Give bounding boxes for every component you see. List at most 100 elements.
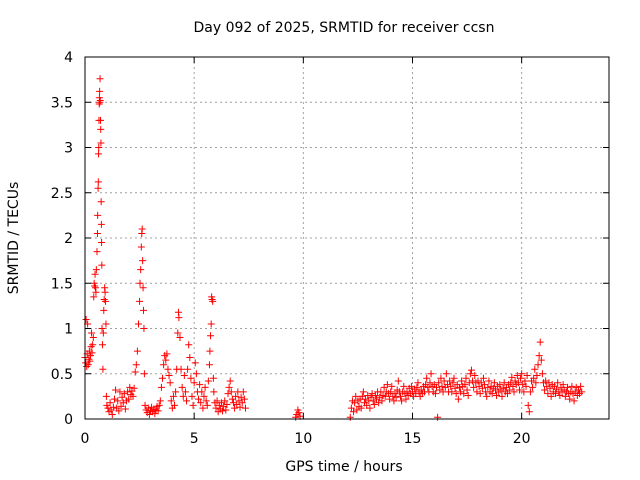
data-point	[476, 390, 484, 398]
data-point	[488, 390, 496, 398]
data-point	[364, 391, 372, 399]
data-point	[391, 390, 399, 398]
data-point	[119, 399, 127, 407]
data-point	[136, 279, 144, 287]
data-point	[136, 297, 144, 305]
data-point	[239, 388, 247, 396]
data-point	[470, 383, 478, 391]
data-point	[479, 374, 487, 382]
data-point	[91, 282, 99, 290]
data-point	[86, 357, 94, 365]
data-point	[447, 382, 455, 390]
data-point	[106, 399, 114, 407]
data-point	[160, 361, 168, 369]
data-point	[188, 392, 196, 400]
data-point	[521, 377, 529, 385]
y-tick-label: 3	[64, 141, 73, 157]
data-point	[464, 391, 472, 399]
data-point	[477, 379, 485, 387]
data-point	[367, 393, 375, 401]
data-point	[137, 243, 145, 251]
data-point	[566, 395, 574, 403]
data-point	[478, 384, 486, 392]
data-point	[366, 404, 374, 412]
data-point	[157, 383, 165, 391]
chart-title: Day 092 of 2025, SRMTID for receiver ccs…	[194, 20, 495, 36]
data-point	[499, 384, 507, 392]
data-point	[213, 397, 221, 405]
data-point	[370, 401, 378, 409]
data-point	[383, 381, 391, 389]
data-point	[117, 402, 125, 410]
data-point	[139, 257, 147, 265]
data-point	[503, 390, 511, 398]
data-point	[94, 184, 102, 192]
data-point	[96, 75, 104, 83]
data-point	[165, 372, 173, 380]
data-point	[97, 125, 105, 133]
data-point	[542, 377, 550, 385]
data-point	[536, 338, 544, 346]
data-point	[163, 350, 171, 358]
data-point	[546, 384, 554, 392]
data-point	[177, 365, 185, 373]
data-point	[534, 361, 542, 369]
data-point	[229, 399, 237, 407]
data-point	[169, 392, 177, 400]
data-point	[460, 390, 468, 398]
data-point	[100, 296, 108, 304]
data-point	[200, 392, 208, 400]
data-point	[295, 409, 303, 417]
data-point	[417, 386, 425, 394]
x-tick-label: 20	[513, 431, 531, 447]
data-point	[94, 178, 102, 186]
data-point	[84, 361, 92, 369]
data-point	[102, 320, 110, 328]
data-point	[541, 386, 549, 394]
data-point	[462, 374, 470, 382]
data-point	[121, 405, 129, 413]
data-point	[351, 399, 359, 407]
data-point	[413, 383, 421, 391]
data-point	[523, 372, 531, 380]
data-point	[159, 374, 167, 382]
data-point	[232, 392, 240, 400]
data-point	[156, 397, 164, 405]
x-tick-label: 10	[294, 431, 312, 447]
data-point	[570, 397, 578, 405]
data-point	[568, 382, 576, 390]
data-point	[452, 390, 460, 398]
data-point	[347, 404, 355, 412]
data-point	[474, 377, 482, 385]
data-point	[448, 388, 456, 396]
data-point	[95, 150, 103, 158]
data-point	[450, 374, 458, 382]
data-point	[376, 393, 384, 401]
data-point	[412, 390, 420, 398]
data-point	[108, 410, 116, 418]
data-point	[99, 329, 107, 337]
data-point	[508, 373, 516, 381]
y-tick-label: 3.5	[51, 95, 73, 111]
data-point	[241, 404, 249, 412]
data-point	[97, 220, 105, 228]
data-point	[209, 374, 217, 382]
data-point	[120, 390, 128, 398]
data-point	[392, 393, 400, 401]
data-point	[207, 320, 215, 328]
data-point	[102, 392, 110, 400]
data-point	[99, 365, 107, 373]
data-point	[352, 392, 360, 400]
data-point	[466, 370, 474, 378]
data-point	[178, 383, 186, 391]
data-point	[446, 377, 454, 385]
data-point	[208, 296, 216, 304]
data-point	[438, 382, 446, 390]
data-point	[140, 370, 148, 378]
data-point	[231, 404, 239, 412]
axis-ticks: 0 5 10 15 20 0 0.5 1 1.5 2 2.5 3 3.5 4	[51, 50, 609, 447]
data-point	[458, 377, 466, 385]
data-point	[133, 347, 141, 355]
data-point	[498, 392, 506, 400]
